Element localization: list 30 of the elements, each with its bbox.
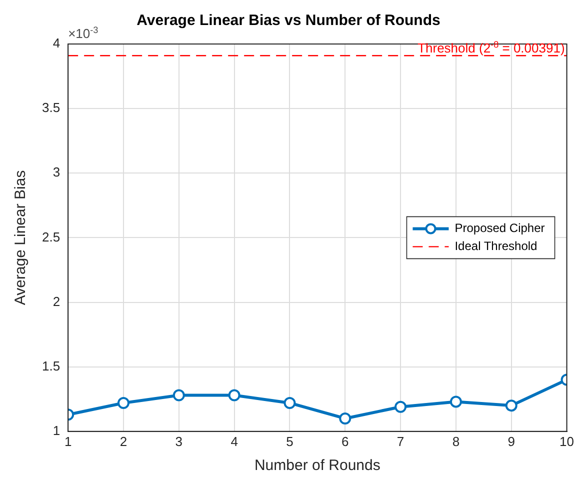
y-tick-label: 3 xyxy=(52,164,60,180)
x-tick-label: 6 xyxy=(342,434,349,449)
x-tick-label: 9 xyxy=(508,434,515,449)
x-tick-label: 1 xyxy=(64,434,72,449)
y-axis-title: Average Linear Bias xyxy=(12,170,30,306)
point xyxy=(505,400,518,412)
y-tick-label: 3.5 xyxy=(42,100,60,116)
x-tick-label: 4 xyxy=(230,434,238,449)
legend-label: Proposed Cipher xyxy=(454,221,545,236)
y-tick-label: 1.5 xyxy=(42,358,60,374)
legend-label: Ideal Threshold xyxy=(454,239,538,254)
y-tick-label: 1 xyxy=(52,422,60,438)
y-tick-label: 4 xyxy=(52,36,60,51)
x-axis-title: Number of Rounds xyxy=(254,457,380,474)
point xyxy=(284,396,296,409)
point xyxy=(450,396,462,408)
x-tick-label: 5 xyxy=(286,434,294,449)
point xyxy=(228,389,240,402)
chart-title: Average Linear Bias vs Number of Rounds xyxy=(136,12,440,30)
point xyxy=(394,400,407,413)
x-tick-label: 7 xyxy=(396,434,404,449)
point xyxy=(172,389,185,402)
point xyxy=(117,396,130,409)
x-tick-label: 3 xyxy=(175,434,183,449)
x-tick-label: 8 xyxy=(452,434,460,449)
x-tick-label: 2 xyxy=(120,434,128,449)
y-tick-label: 2 xyxy=(52,294,60,309)
y-tick-label: 2.5 xyxy=(42,229,60,244)
x-tick-label: 10 xyxy=(560,434,574,449)
point xyxy=(339,412,352,424)
